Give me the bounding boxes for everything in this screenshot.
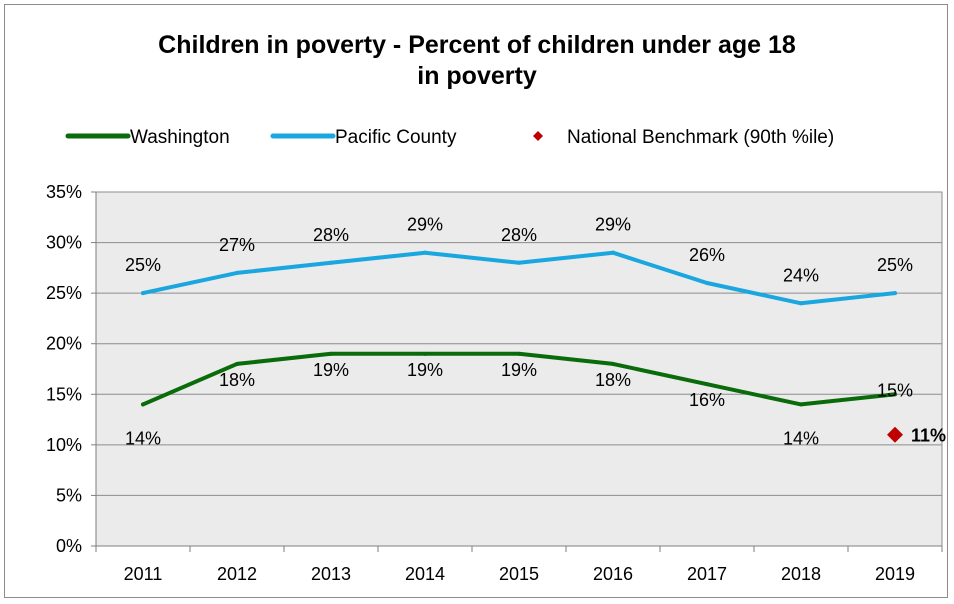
x-tick-label: 2014	[405, 564, 445, 584]
data-label: 16%	[689, 390, 725, 410]
data-point	[705, 281, 709, 286]
data-point	[611, 361, 615, 366]
data-point	[423, 351, 427, 356]
chart-title-line-2: in poverty	[417, 62, 537, 90]
data-label: 14%	[125, 428, 161, 448]
x-tick-label: 2012	[217, 564, 257, 584]
data-label: 29%	[407, 215, 443, 235]
data-label: 26%	[689, 245, 725, 265]
data-point	[235, 270, 239, 275]
y-tick-label: 20%	[46, 334, 82, 354]
data-label: 25%	[125, 255, 161, 275]
x-tick-label: 2017	[687, 564, 727, 584]
y-tick-label: 0%	[56, 536, 82, 556]
y-tick-label: 5%	[56, 485, 82, 505]
data-label: 28%	[313, 225, 349, 245]
x-tick-label: 2018	[781, 564, 821, 584]
data-label: 15%	[877, 380, 913, 400]
data-label: 18%	[595, 370, 631, 390]
chart-title: Children in poverty - Percent of childre…	[0, 30, 954, 92]
legend-swatch-benchmark	[533, 131, 543, 141]
data-label: 19%	[313, 360, 349, 380]
data-label: 28%	[501, 225, 537, 245]
plot-area	[95, 191, 943, 547]
data-point	[893, 291, 897, 296]
x-tick-label: 2015	[499, 564, 539, 584]
x-tick-label: 2013	[311, 564, 351, 584]
legend-label-benchmark: National Benchmark (90th %ile)	[567, 127, 834, 148]
y-tick-label: 25%	[46, 283, 82, 303]
y-tick-label: 30%	[46, 233, 82, 253]
data-point	[141, 402, 145, 407]
x-tick-label: 2016	[593, 564, 633, 584]
data-point	[141, 291, 145, 296]
legend-label-washington: Washington	[130, 127, 230, 148]
data-point	[799, 301, 803, 306]
data-point	[893, 392, 897, 397]
chart-title-line-1: Children in poverty - Percent of childre…	[158, 31, 796, 59]
x-tick-label: 2011	[124, 564, 163, 584]
data-label: 25%	[877, 255, 913, 275]
data-point	[235, 361, 239, 366]
y-tick-label: 10%	[46, 435, 82, 455]
data-point	[329, 260, 333, 265]
benchmark-marker	[887, 426, 903, 443]
legend-label-pacific-county: Pacific County	[335, 127, 457, 148]
data-point	[423, 250, 427, 255]
x-tick-label: 2019	[875, 564, 915, 584]
data-label: 14%	[783, 428, 819, 448]
data-point	[329, 351, 333, 356]
data-point	[611, 250, 615, 255]
data-point	[705, 382, 709, 387]
y-tick-label: 15%	[46, 384, 82, 404]
benchmark-label: 11%	[911, 426, 946, 446]
data-label: 24%	[783, 265, 819, 285]
data-point	[517, 351, 521, 356]
data-label: 19%	[407, 360, 443, 380]
data-point	[799, 402, 803, 407]
data-label: 27%	[219, 235, 255, 255]
data-label: 19%	[501, 360, 537, 380]
data-label: 18%	[219, 370, 255, 390]
data-label: 29%	[595, 215, 631, 235]
data-point	[517, 260, 521, 265]
y-tick-label: 35%	[46, 182, 82, 202]
